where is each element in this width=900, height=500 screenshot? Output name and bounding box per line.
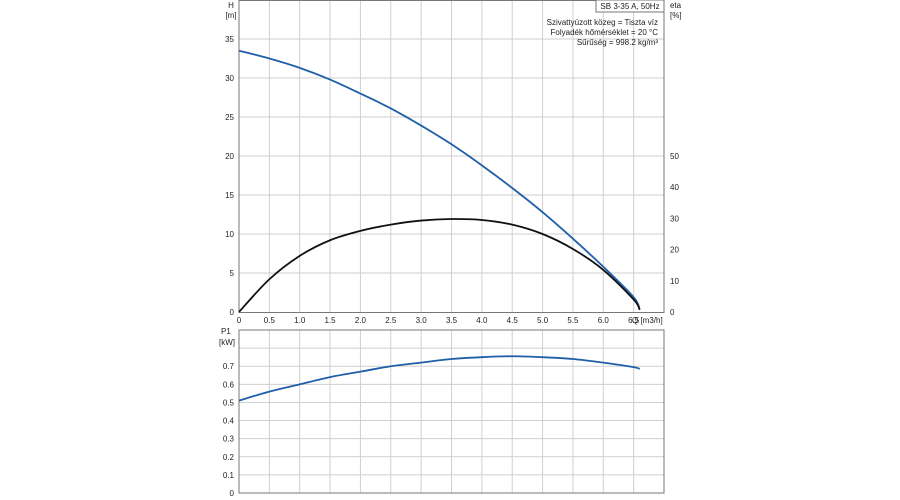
top-plot-frame: [238, 0, 665, 313]
x-tick-label: 3.0: [416, 316, 428, 325]
x-tick-label: 1.0: [294, 316, 306, 325]
y-right-label-line1: eta: [670, 1, 682, 10]
bottom-y-tick-label: 0.7: [223, 362, 235, 371]
x-tick-label: 0: [237, 316, 242, 325]
y-left-tick-label: 0: [230, 308, 235, 317]
y-left-tick-label: 20: [225, 152, 234, 161]
x-tick-label: 2.5: [385, 316, 397, 325]
x-tick-label: 5.0: [537, 316, 549, 325]
y-right-label-line2: [%]: [670, 11, 682, 20]
bottom-y-tick-label: 0.6: [223, 380, 235, 389]
bottom-y-tick-label: 0.5: [223, 398, 235, 407]
y-left-tick-label: 30: [225, 74, 234, 83]
x-tick-label: 4.5: [507, 316, 519, 325]
y-right-tick-label: 10: [670, 277, 679, 286]
x-tick-label: 2.0: [355, 316, 367, 325]
y-right-tick-label: 40: [670, 183, 679, 192]
bottom-y-tick-label: 0.3: [223, 435, 235, 444]
power-curve-line: [238, 355, 641, 402]
info-line-medium: Szivattyúzott közeg = Tiszta víz: [547, 18, 658, 27]
y-left-tick-label: 35: [225, 35, 234, 44]
head-curve-line: [238, 49, 641, 311]
axis-tick-labels: 0 0.5 1.0 1.5 2.0 2.5 3.0 3.5 4.0 4.5 5.0 5.5 6.0 6.5…: [223, 35, 680, 498]
y-right-tick-label: 50: [670, 152, 679, 161]
bottom-y-label-line2: [kW]: [219, 338, 235, 347]
info-line-density: Sűrűség = 998.2 kg/m³: [577, 38, 658, 47]
bottom-y-label-line1: P1: [221, 327, 231, 336]
y-left-label-line1: H: [228, 1, 234, 10]
top-plot-series: [238, 49, 641, 313]
bottom-y-tick-label: 0.2: [223, 453, 235, 462]
top-plot-grid: [239, 0, 664, 312]
y-right-tick-label: 30: [670, 214, 679, 223]
x-tick-label: 6.0: [598, 316, 610, 325]
bottom-y-tick-label: 0.4: [223, 417, 235, 426]
chart-title-box: [595, 0, 665, 13]
x-tick-label: 3.5: [446, 316, 458, 325]
y-right-tick-label: 20: [670, 246, 679, 255]
y-right-tick-label: 0: [670, 308, 675, 317]
y-left-tick-label: 15: [225, 191, 234, 200]
bottom-plot-series: [238, 355, 641, 402]
x-tick-label: 6.5: [628, 316, 640, 325]
y-left-tick-label: 5: [230, 269, 235, 278]
bottom-plot-grid: [239, 330, 664, 493]
x-tick-label: 1.5: [325, 316, 337, 325]
bottom-plot-frame: [238, 329, 665, 494]
x-tick-label: 5.5: [567, 316, 579, 325]
chart-title: SB 3-35 A, 50Hz: [600, 2, 659, 11]
y-left-tick-label: 25: [225, 113, 234, 122]
efficiency-curve-line: [238, 218, 641, 313]
y-left-tick-label: 10: [225, 230, 234, 239]
x-tick-label: 4.0: [476, 316, 488, 325]
x-tick-label: 0.5: [264, 316, 276, 325]
info-line-temperature: Folyadék hőmérséklet = 20 °C: [551, 28, 659, 37]
y-left-label-line2: [m]: [225, 11, 236, 20]
bottom-y-tick-label: 0.1: [223, 471, 235, 480]
x-axis-label: Q [m3/h]: [632, 316, 663, 325]
bottom-y-tick-label: 0: [230, 489, 235, 498]
